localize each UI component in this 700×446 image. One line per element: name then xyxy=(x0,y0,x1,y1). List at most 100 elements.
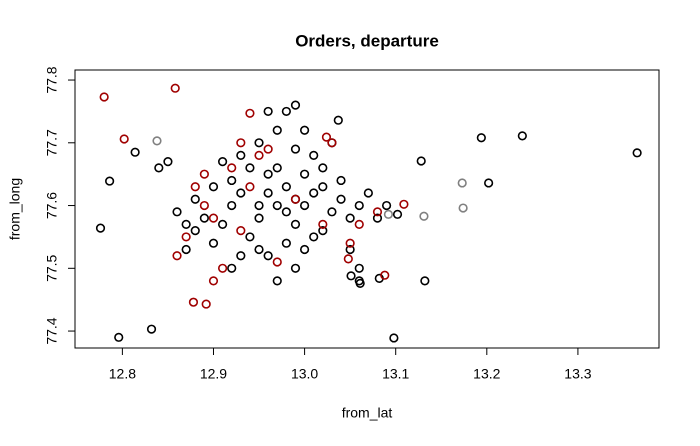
point xyxy=(354,219,364,229)
point xyxy=(281,182,291,192)
point xyxy=(318,226,328,236)
x-tick-label: 13.1 xyxy=(382,366,409,382)
point xyxy=(345,238,355,248)
point xyxy=(99,92,109,102)
point xyxy=(399,199,409,209)
point xyxy=(114,332,124,342)
x-axis-label: from_lat xyxy=(342,405,393,421)
point xyxy=(299,125,310,135)
y-axis-label: from_long xyxy=(7,178,23,240)
point xyxy=(290,194,301,204)
point xyxy=(389,333,399,343)
point xyxy=(172,251,182,261)
point xyxy=(333,115,343,125)
point xyxy=(154,163,164,173)
plot-frame xyxy=(74,69,660,349)
point xyxy=(343,254,353,264)
point xyxy=(254,200,264,211)
point xyxy=(383,209,394,219)
chart-title: Orders, departure xyxy=(295,31,439,50)
point xyxy=(254,138,264,148)
point xyxy=(309,188,319,198)
point xyxy=(227,200,237,211)
y-tick-label: 77.4 xyxy=(44,317,60,344)
x-tick-label: 13.0 xyxy=(291,366,318,382)
point xyxy=(290,263,301,273)
point xyxy=(254,213,264,223)
point xyxy=(105,176,115,186)
point xyxy=(217,219,228,229)
point xyxy=(208,276,219,286)
point xyxy=(95,223,106,233)
x-tick-label: 12.9 xyxy=(200,366,227,382)
point xyxy=(309,232,319,242)
point xyxy=(190,194,200,204)
point xyxy=(336,194,346,204)
point xyxy=(130,147,140,157)
point xyxy=(245,163,255,173)
point xyxy=(318,219,328,229)
point xyxy=(236,251,246,261)
point xyxy=(236,188,246,198)
point xyxy=(152,136,162,146)
point xyxy=(372,213,383,223)
point xyxy=(188,297,199,307)
point xyxy=(199,213,209,223)
point xyxy=(345,244,355,255)
point xyxy=(263,144,273,154)
x-tick-label: 13.3 xyxy=(564,366,591,382)
point xyxy=(299,200,310,211)
y-tick-label: 77.6 xyxy=(44,192,60,219)
point xyxy=(263,188,273,198)
point xyxy=(281,238,291,248)
point xyxy=(227,175,237,186)
point xyxy=(484,178,494,188)
point xyxy=(272,125,282,135)
point xyxy=(416,156,426,166)
x-tick-label: 13.2 xyxy=(473,366,500,382)
point xyxy=(476,133,486,143)
point xyxy=(199,200,209,211)
point xyxy=(272,163,282,173)
point xyxy=(290,219,301,229)
point xyxy=(392,209,403,219)
point xyxy=(345,213,355,223)
point xyxy=(217,157,228,167)
point xyxy=(354,200,364,211)
point xyxy=(199,169,209,179)
point xyxy=(236,226,246,236)
point xyxy=(172,207,182,217)
point xyxy=(181,232,191,242)
x-tick-label: 12.8 xyxy=(109,366,136,382)
point xyxy=(254,150,264,160)
point xyxy=(318,163,328,173)
point xyxy=(290,100,301,110)
point xyxy=(381,200,392,211)
point xyxy=(208,213,219,223)
point xyxy=(632,148,642,158)
point xyxy=(420,276,430,286)
point xyxy=(245,182,255,192)
point xyxy=(170,83,180,93)
point xyxy=(299,244,310,255)
point xyxy=(263,251,273,261)
point xyxy=(354,263,364,273)
point xyxy=(517,131,527,141)
point xyxy=(336,175,346,186)
point xyxy=(181,244,191,255)
point xyxy=(263,106,273,117)
point xyxy=(263,169,273,179)
point xyxy=(309,150,319,160)
point xyxy=(457,178,467,188)
point xyxy=(380,270,390,280)
point xyxy=(227,263,237,273)
point xyxy=(236,138,246,148)
point xyxy=(208,238,219,248)
point xyxy=(254,244,264,255)
point xyxy=(227,163,237,173)
point xyxy=(419,211,429,221)
point xyxy=(208,182,219,192)
point xyxy=(245,108,255,118)
point xyxy=(236,150,246,160)
